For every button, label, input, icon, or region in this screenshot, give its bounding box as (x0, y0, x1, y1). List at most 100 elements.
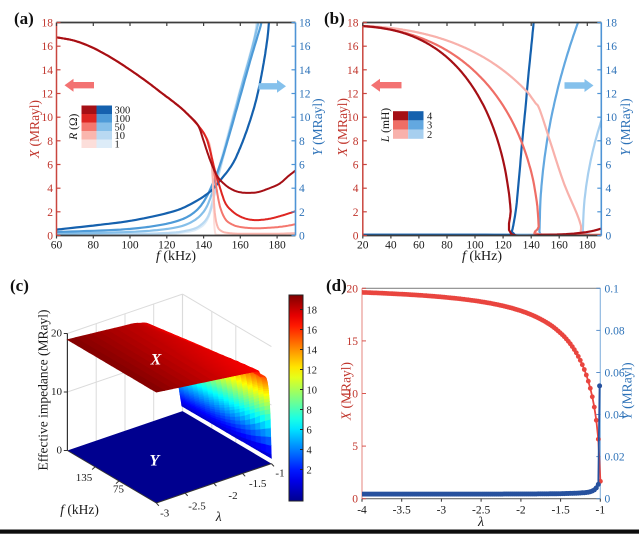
svg-text:8: 8 (353, 136, 359, 148)
svg-text:16: 16 (347, 41, 359, 53)
svg-text:0: 0 (352, 494, 358, 506)
svg-text:-2: -2 (228, 490, 237, 502)
svg-text:-1.5: -1.5 (551, 505, 569, 517)
svg-text:-3: -3 (437, 505, 447, 517)
svg-text:12: 12 (307, 365, 318, 376)
svg-text:180: 180 (579, 239, 597, 251)
svg-text:100: 100 (115, 114, 131, 125)
svg-text:16: 16 (299, 41, 311, 53)
svg-text:135: 135 (76, 472, 93, 484)
svg-text:14: 14 (606, 65, 618, 77)
svg-text:18: 18 (347, 18, 359, 30)
svg-text:0.06: 0.06 (605, 368, 625, 380)
svg-text:0: 0 (57, 445, 63, 457)
svg-text:λ: λ (215, 509, 222, 524)
svg-text:12: 12 (42, 89, 54, 101)
svg-text:60: 60 (413, 239, 425, 251)
svg-text:12: 12 (347, 89, 359, 101)
svg-text:L (mH): L (mH) (380, 108, 392, 143)
svg-text:f (kHz): f (kHz) (462, 249, 502, 264)
svg-text:2: 2 (47, 207, 53, 219)
svg-text:60: 60 (51, 239, 63, 251)
svg-text:4: 4 (307, 445, 313, 456)
svg-text:100: 100 (466, 239, 484, 251)
svg-text:2: 2 (299, 207, 305, 219)
svg-text:10: 10 (299, 112, 311, 124)
svg-text:Y (MRayl): Y (MRayl) (310, 98, 325, 155)
svg-text:160: 160 (232, 239, 250, 251)
svg-text:Y (MRayl): Y (MRayl) (618, 98, 633, 155)
svg-text:2: 2 (427, 130, 432, 141)
svg-text:-3: -3 (160, 508, 170, 520)
svg-text:16: 16 (307, 325, 318, 336)
svg-text:X (MRayl): X (MRayl) (335, 98, 350, 157)
svg-text:Y (MRayl): Y (MRayl) (620, 362, 635, 419)
svg-text:300: 300 (115, 105, 131, 116)
svg-text:1: 1 (115, 139, 120, 150)
svg-text:8: 8 (299, 136, 305, 148)
svg-text:3: 3 (427, 121, 432, 132)
svg-text:18: 18 (307, 305, 318, 316)
svg-text:4: 4 (299, 183, 305, 195)
svg-text:20: 20 (51, 328, 63, 340)
svg-text:4: 4 (47, 183, 53, 195)
svg-text:14: 14 (299, 65, 311, 77)
svg-text:0: 0 (299, 231, 305, 243)
svg-text:(c): (c) (10, 276, 29, 295)
svg-text:10: 10 (347, 112, 359, 124)
svg-text:18: 18 (299, 18, 311, 30)
svg-text:4: 4 (353, 183, 359, 195)
svg-text:180: 180 (268, 239, 286, 251)
svg-text:(d): (d) (326, 276, 347, 295)
svg-text:80: 80 (88, 239, 100, 251)
svg-text:16: 16 (606, 41, 618, 53)
svg-text:6: 6 (606, 160, 612, 172)
svg-text:12: 12 (606, 89, 618, 101)
svg-text:8: 8 (307, 405, 312, 416)
svg-text:f (kHz): f (kHz) (156, 249, 196, 264)
svg-text:(b): (b) (324, 9, 345, 28)
svg-text:20: 20 (357, 239, 369, 251)
svg-text:6: 6 (47, 160, 53, 172)
svg-text:0: 0 (47, 231, 53, 243)
svg-text:140: 140 (523, 239, 541, 251)
svg-text:10: 10 (307, 385, 318, 396)
svg-text:f (kHz): f (kHz) (60, 502, 99, 517)
svg-text:X (MRayl): X (MRayl) (27, 100, 42, 159)
svg-text:10: 10 (42, 112, 54, 124)
svg-text:10: 10 (347, 389, 359, 401)
svg-text:0.08: 0.08 (605, 325, 625, 337)
svg-text:6: 6 (307, 425, 312, 436)
svg-text:(a): (a) (14, 9, 34, 28)
svg-text:5: 5 (352, 441, 358, 453)
svg-text:R (Ω): R (Ω) (68, 113, 80, 140)
svg-text:12: 12 (299, 89, 311, 101)
svg-text:100: 100 (121, 239, 139, 251)
svg-text:10: 10 (606, 112, 618, 124)
svg-text:14: 14 (347, 65, 359, 77)
svg-text:4: 4 (427, 111, 433, 122)
svg-text:20: 20 (347, 283, 359, 295)
svg-text:-2: -2 (516, 505, 526, 517)
svg-text:6: 6 (299, 160, 305, 172)
svg-text:8: 8 (606, 136, 612, 148)
svg-text:0: 0 (606, 231, 612, 243)
svg-text:-4: -4 (357, 505, 367, 517)
svg-text:-3.5: -3.5 (393, 505, 411, 517)
svg-text:75: 75 (113, 484, 125, 496)
svg-text:18: 18 (606, 18, 618, 30)
svg-text:0.04: 0.04 (605, 410, 625, 422)
svg-text:4: 4 (606, 183, 612, 195)
svg-text:-1: -1 (275, 468, 284, 480)
svg-text:λ: λ (477, 515, 484, 530)
svg-text:X (MRayl): X (MRayl) (339, 362, 354, 421)
svg-text:14: 14 (42, 65, 54, 77)
svg-text:18: 18 (42, 18, 54, 30)
svg-text:120: 120 (494, 239, 512, 251)
svg-text:2: 2 (606, 207, 612, 219)
svg-text:14: 14 (307, 345, 318, 356)
svg-text:10: 10 (51, 386, 63, 398)
svg-text:0.02: 0.02 (605, 452, 625, 464)
svg-text:0: 0 (353, 231, 359, 243)
svg-text:15: 15 (347, 336, 359, 348)
